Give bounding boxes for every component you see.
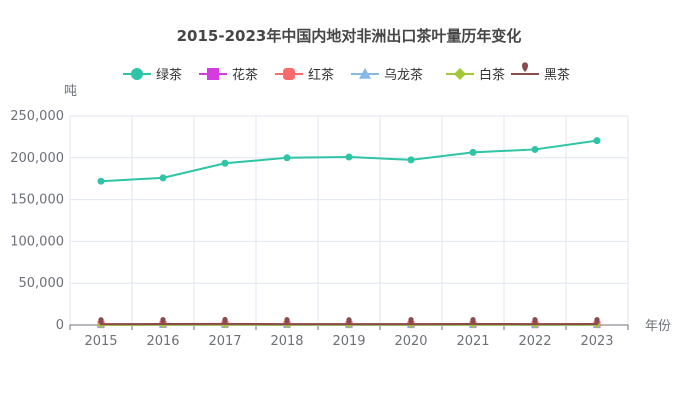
data-point bbox=[221, 159, 229, 167]
data-point bbox=[532, 317, 538, 326]
legend-marker-icon bbox=[454, 68, 466, 80]
legend-marker-icon bbox=[359, 68, 371, 79]
data-point bbox=[284, 317, 290, 326]
y-tick-label: 100,000 bbox=[10, 234, 64, 249]
x-tick-label: 2018 bbox=[270, 334, 303, 349]
legend-label: 红茶 bbox=[308, 67, 334, 83]
legend-item: 花茶 bbox=[199, 67, 258, 83]
legend-item: 乌龙茶 bbox=[351, 67, 423, 83]
legend-item: 白茶 bbox=[446, 67, 505, 83]
data-point bbox=[470, 317, 476, 326]
legend-label: 黑茶 bbox=[544, 67, 570, 83]
grid-lines bbox=[69, 115, 629, 325]
legend-marker-icon bbox=[283, 68, 295, 80]
data-point bbox=[283, 154, 291, 162]
data-point bbox=[159, 174, 167, 182]
data-point bbox=[593, 137, 601, 145]
data-point bbox=[160, 317, 166, 326]
x-tick-label: 2017 bbox=[208, 334, 241, 349]
data-point bbox=[222, 317, 228, 326]
legend-item: 绿茶 bbox=[123, 67, 182, 83]
y-tick-label: 0 bbox=[56, 318, 64, 333]
legend-label: 乌龙茶 bbox=[384, 67, 423, 83]
data-point bbox=[594, 317, 600, 326]
x-tick-label: 2023 bbox=[580, 334, 613, 349]
legend-item: 红茶 bbox=[275, 67, 334, 83]
legend-marker-icon bbox=[207, 68, 219, 80]
data-point bbox=[469, 148, 477, 156]
series-黑茶 bbox=[98, 317, 600, 326]
x-axis-label: 年份 bbox=[645, 319, 671, 334]
y-tick-label: 250,000 bbox=[10, 109, 64, 124]
y-tick-label: 200,000 bbox=[10, 151, 64, 166]
x-tick-label: 2019 bbox=[332, 334, 365, 349]
x-tick-label: 2021 bbox=[456, 334, 489, 349]
legend: 绿茶 花茶 红茶 乌龙茶 白茶 黑茶 bbox=[123, 62, 570, 83]
x-tick-label: 2020 bbox=[394, 334, 427, 349]
chart-title: 2015-2023年中国内地对非洲出口茶叶量历年变化 bbox=[177, 27, 522, 45]
series-line bbox=[100, 139, 598, 183]
legend-label: 白茶 bbox=[479, 67, 505, 83]
legend-marker-icon bbox=[522, 62, 528, 72]
data-point bbox=[346, 317, 352, 326]
data-point bbox=[408, 317, 414, 326]
legend-label: 绿茶 bbox=[156, 67, 182, 83]
x-tick-label: 2022 bbox=[518, 334, 551, 349]
x-tick-label: 2016 bbox=[146, 334, 179, 349]
y-tick-label: 150,000 bbox=[10, 193, 64, 208]
data-point bbox=[407, 156, 415, 164]
data-point bbox=[98, 317, 104, 326]
x-tick-label: 2015 bbox=[84, 334, 117, 349]
legend-label: 花茶 bbox=[232, 67, 258, 83]
series-绿茶 bbox=[97, 137, 601, 185]
data-point bbox=[531, 145, 539, 153]
legend-marker-icon bbox=[131, 68, 143, 80]
series-group bbox=[97, 137, 601, 329]
axes: 0 50,000 100,000 150,000 200,000 250,000 2015 2… bbox=[10, 109, 629, 349]
data-point bbox=[97, 177, 105, 185]
legend-item: 黑茶 bbox=[511, 62, 570, 83]
y-tick-label: 50,000 bbox=[19, 276, 65, 291]
data-point bbox=[345, 153, 353, 161]
y-axis-label: 吨 bbox=[64, 84, 77, 99]
